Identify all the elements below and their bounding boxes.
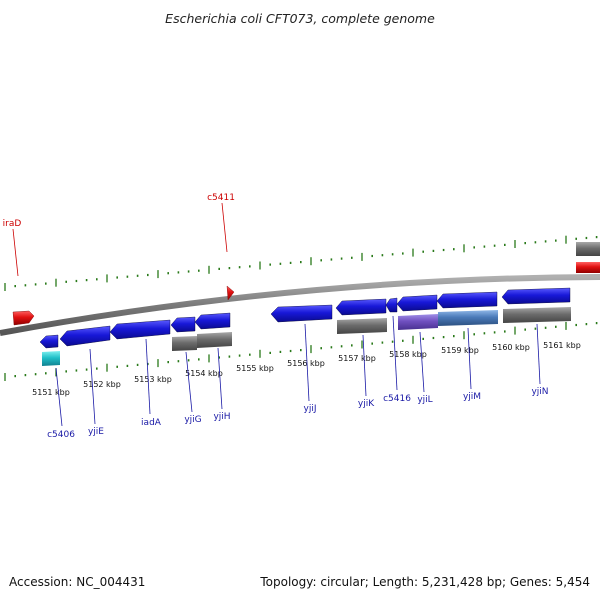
gene-iraD-arrow[interactable] bbox=[12, 310, 35, 326]
gene-yjiG-arrow[interactable] bbox=[170, 316, 196, 333]
gene-label-yjiE[interactable]: yjiE bbox=[88, 427, 104, 437]
gene-right-edge-red[interactable] bbox=[576, 262, 600, 273]
upper-tick-track bbox=[4, 235, 598, 291]
kbp-label: 5152 kbp bbox=[83, 380, 121, 389]
kbp-label: 5154 kbp bbox=[185, 369, 223, 378]
accession-text: Accession: NC_004431 bbox=[9, 575, 145, 589]
gene-label-iadA[interactable]: iadA bbox=[141, 418, 162, 428]
feature-grey-block-4[interactable] bbox=[503, 307, 571, 323]
gene-right-edge-grey[interactable] bbox=[576, 242, 600, 256]
gene-label-c5406[interactable]: c5406 bbox=[47, 430, 75, 440]
c5411-leader-line bbox=[221, 202, 228, 253]
iraD-leader-line bbox=[12, 228, 19, 277]
gene-yjiM-arrow[interactable] bbox=[436, 291, 498, 309]
feature-grey-block-3[interactable] bbox=[337, 318, 387, 334]
gene-c5411-arrow[interactable] bbox=[226, 285, 235, 301]
feature-grey-block-1[interactable] bbox=[172, 336, 197, 351]
gene-yjiJ-arrow[interactable] bbox=[270, 304, 333, 323]
genome-backbone bbox=[0, 274, 600, 336]
gene-yjiE-arrow[interactable] bbox=[59, 325, 111, 347]
feature-purple-block[interactable] bbox=[398, 314, 438, 330]
gene-yjiK-arrow[interactable] bbox=[335, 298, 387, 316]
feature-grey-block-2[interactable] bbox=[197, 332, 232, 348]
gene-yjiH-arrow[interactable] bbox=[194, 312, 231, 330]
topology-text: Topology: circular; Length: 5,231,428 bp… bbox=[259, 575, 590, 589]
feature-steel-block[interactable] bbox=[438, 310, 498, 326]
kbp-label: 5151 kbp bbox=[32, 388, 70, 397]
gene-c5416-arrow[interactable] bbox=[385, 297, 398, 313]
gene-iadA-arrow[interactable] bbox=[109, 319, 171, 340]
gene-label-yjiN[interactable]: yjiN bbox=[531, 387, 548, 397]
kbp-label: 5160 kbp bbox=[492, 343, 530, 352]
map-title: Escherichia coli CFT073, complete genome bbox=[165, 11, 435, 26]
lower-tick-track bbox=[4, 321, 598, 381]
kbp-label: 5156 kbp bbox=[287, 359, 325, 368]
gene-c5406-arrow[interactable] bbox=[39, 334, 59, 349]
c5411-label[interactable]: c5411 bbox=[207, 193, 235, 203]
gene-label-yjiK[interactable]: yjiK bbox=[358, 399, 375, 409]
kbp-label: 5155 kbp bbox=[236, 364, 274, 373]
kbp-label: 5159 kbp bbox=[441, 346, 479, 355]
gene-label-yjiJ[interactable]: yjiJ bbox=[304, 404, 317, 414]
kbp-label: 5153 kbp bbox=[134, 375, 172, 384]
gene-yjiL-arrow[interactable] bbox=[396, 294, 438, 312]
gene-label-c5416[interactable]: c5416 bbox=[383, 394, 411, 404]
iraD-label[interactable]: iraD bbox=[3, 219, 22, 229]
feature-cyan-block[interactable] bbox=[42, 351, 60, 366]
gene-yjiN-arrow[interactable] bbox=[501, 287, 571, 305]
gene-label-yjiH[interactable]: yjiH bbox=[213, 412, 230, 422]
kbp-label: 5157 kbp bbox=[338, 354, 376, 363]
gene-leader-lines bbox=[55, 315, 541, 427]
gene-label-yjiG[interactable]: yjiG bbox=[184, 415, 201, 425]
kbp-label: 5158 kbp bbox=[389, 350, 427, 359]
kbp-label: 5161 kbp bbox=[543, 341, 581, 350]
gene-label-yjiM[interactable]: yjiM bbox=[463, 392, 481, 402]
gene-label-yjiL[interactable]: yjiL bbox=[417, 395, 432, 405]
